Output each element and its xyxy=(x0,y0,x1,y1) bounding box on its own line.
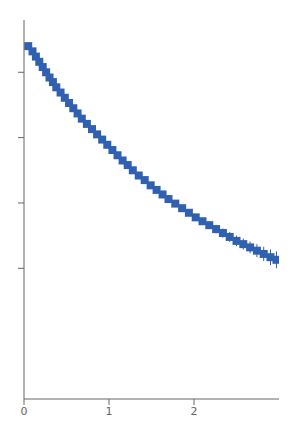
svg-text:0: 0 xyxy=(21,405,28,418)
svg-text:1: 1 xyxy=(106,405,113,418)
svg-text:2: 2 xyxy=(191,405,198,418)
